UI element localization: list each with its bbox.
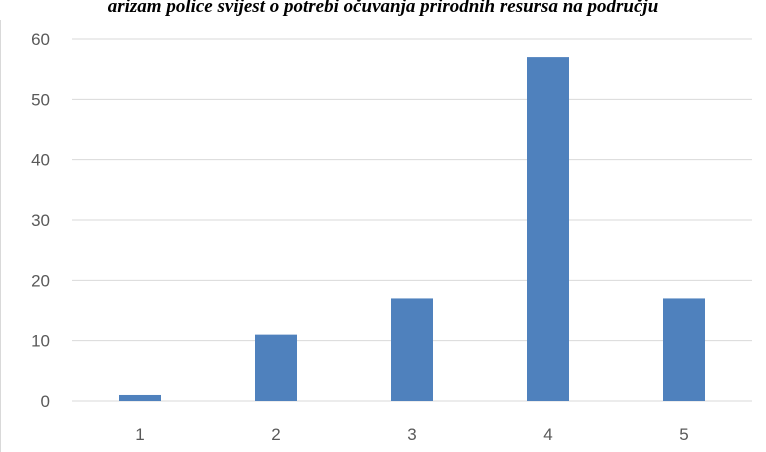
chart-border [0, 20, 1, 452]
y-tick-label: 0 [41, 392, 50, 411]
bars [119, 57, 705, 401]
chart-title: arizam police svijest o potrebi očuvanja… [107, 0, 659, 17]
x-tick-label: 1 [135, 425, 144, 444]
x-tick-label: 3 [407, 425, 416, 444]
bar-5 [663, 298, 705, 401]
x-tick-label: 4 [543, 425, 552, 444]
gridlines [72, 38, 752, 402]
bar-4 [527, 57, 569, 401]
y-tick-label: 50 [31, 90, 50, 109]
y-tick-label: 60 [31, 30, 50, 49]
y-tick-label: 10 [31, 332, 50, 351]
y-tick-label: 30 [31, 211, 50, 230]
x-tick-label: 2 [271, 425, 280, 444]
y-axis-tick-labels: 0 10 20 30 40 50 60 [31, 30, 50, 411]
x-axis-tick-labels: 1 2 3 4 5 [135, 425, 688, 444]
x-tick-label: 5 [679, 425, 688, 444]
bar-2 [255, 334, 297, 401]
y-tick-label: 40 [31, 151, 50, 170]
bar-1 [119, 394, 161, 401]
bar-3 [391, 298, 433, 401]
y-tick-label: 20 [31, 271, 50, 290]
